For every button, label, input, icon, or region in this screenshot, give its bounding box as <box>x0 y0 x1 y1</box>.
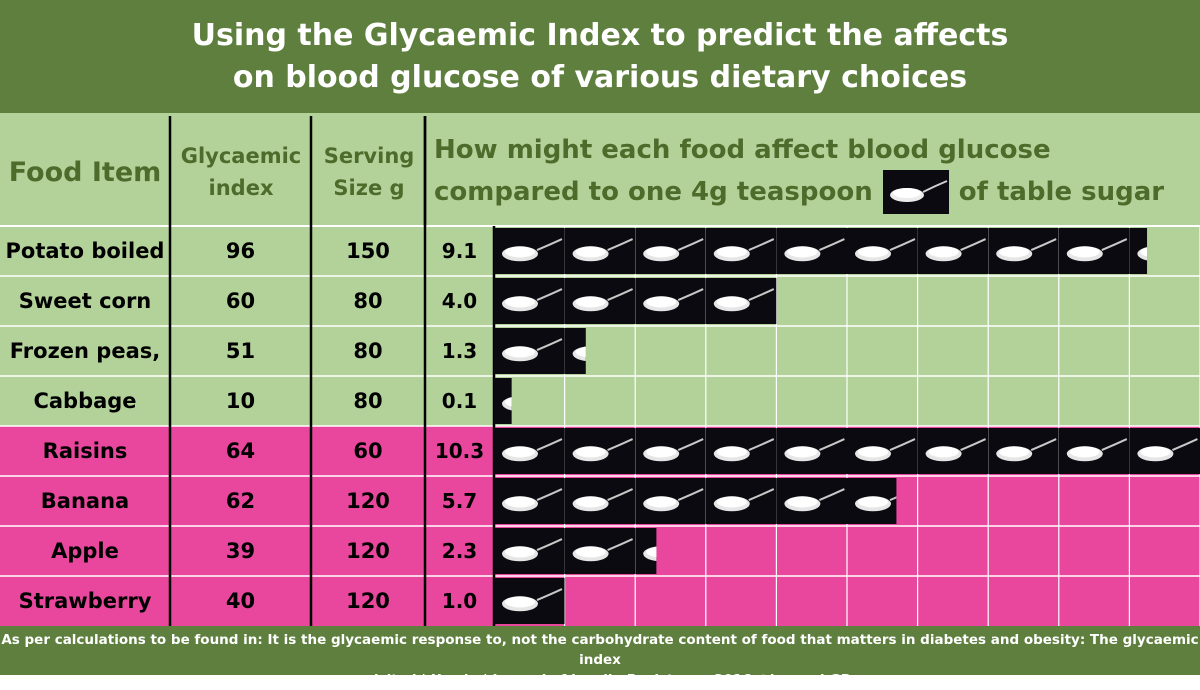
title-line-2: on blood glucose of various dietary choi… <box>232 59 968 95</box>
row-serving-size: 120 <box>346 589 390 613</box>
header-serving-size: Serving Size g <box>313 118 425 226</box>
row-food-item: Strawberry <box>18 589 152 613</box>
row-serving-size: 80 <box>353 389 383 413</box>
teaspoon-mark <box>776 478 847 524</box>
row-food-item: Apple <box>51 539 119 563</box>
row-food-item: Potato boiled <box>5 239 165 263</box>
teaspoon-mark <box>635 478 706 524</box>
teaspoon-mark <box>776 428 847 474</box>
teaspoon-mark <box>988 428 1059 474</box>
teaspoon-mark <box>494 428 565 474</box>
header-serving-line-1: Serving <box>323 144 415 168</box>
teaspoon-mark <box>494 228 565 274</box>
teaspoon-mark <box>494 378 512 424</box>
row-food-item: Raisins <box>42 439 128 463</box>
row-food-item: Frozen peas, <box>9 339 161 363</box>
teaspoon-mark <box>1058 228 1130 274</box>
teaspoon-mark <box>917 428 989 474</box>
teaspoon-mark <box>564 428 636 474</box>
teaspoon-mark <box>494 328 565 374</box>
header-serving-line-2: Size g <box>333 176 405 200</box>
row-serving-size: 120 <box>346 539 390 563</box>
row-teaspoon-value: 5.7 <box>441 489 478 513</box>
row-teaspoon-value: 1.0 <box>441 589 478 613</box>
row-teaspoon-value: 0.1 <box>441 389 478 413</box>
teaspoon-mark <box>1058 428 1130 474</box>
teaspoon-mark <box>564 278 636 324</box>
teaspoon-mark <box>847 428 918 474</box>
teaspoon-mark <box>564 228 636 274</box>
row-serving-size: 80 <box>353 339 383 363</box>
teaspoon-mark <box>705 278 777 324</box>
citation-line-1: As per calculations to be found in: It i… <box>1 632 1199 668</box>
row-food-item: Cabbage <box>33 389 137 413</box>
title-line-1: Using the Glycaemic Index to predict the… <box>191 17 1009 53</box>
header-gi-line-1: Glycaemic <box>180 144 302 168</box>
teaspoon-mark <box>847 228 918 274</box>
row-serving-size: 150 <box>346 239 390 263</box>
row-glycaemic-index: 39 <box>225 539 256 563</box>
teaspoon-mark <box>705 428 777 474</box>
header-effect: How might each food affect blood glucose… <box>434 118 1194 226</box>
teaspoon-mark <box>635 528 657 574</box>
row-teaspoon-value: 9.1 <box>441 239 478 263</box>
row-teaspoon-value: 2.3 <box>441 539 478 563</box>
teaspoon-mark <box>917 228 989 274</box>
teaspoon-mark <box>635 278 706 324</box>
teaspoon-mark <box>847 478 897 524</box>
teaspoon-mark <box>494 478 565 524</box>
header-glycaemic-index: Glycaemic index <box>171 118 311 226</box>
row-background <box>0 326 1200 376</box>
row-glycaemic-index: 96 <box>225 239 256 263</box>
row-glycaemic-index: 62 <box>225 489 256 513</box>
header-row-background <box>0 113 1200 226</box>
row-serving-size: 120 <box>346 489 390 513</box>
row-glycaemic-index: 60 <box>225 289 256 313</box>
teaspoon-mark <box>564 478 636 524</box>
teaspoon-mark <box>635 428 706 474</box>
teaspoon-mark <box>1129 228 1148 274</box>
row-background <box>0 376 1200 426</box>
header-effect-line-1: How might each food affect blood glucose <box>434 135 1051 165</box>
teaspoon-mark <box>1129 428 1200 474</box>
citation-footer: As per calculations to be found in: It i… <box>0 626 1200 688</box>
teaspoon-mark <box>494 578 565 624</box>
teaspoon-mark <box>776 228 847 274</box>
row-teaspoon-value: 1.3 <box>441 339 478 363</box>
teaspoon-legend-icon <box>882 170 949 214</box>
row-serving-size: 60 <box>353 439 383 463</box>
teaspoon-mark <box>494 528 565 574</box>
teaspoon-mark <box>988 228 1059 274</box>
teaspoon-mark <box>705 228 777 274</box>
header-effect-line-2a: compared to one 4g teaspoon <box>434 177 873 207</box>
row-background <box>0 576 1200 626</box>
teaspoon-mark <box>494 278 565 324</box>
header-effect-line-2: compared to one 4g teaspoon of table sug… <box>434 170 1164 214</box>
table-grid <box>0 113 1200 626</box>
row-glycaemic-index: 10 <box>225 389 256 413</box>
teaspoon-mark <box>564 328 586 374</box>
row-serving-size: 80 <box>353 289 383 313</box>
row-glycaemic-index: 64 <box>225 439 256 463</box>
row-teaspoon-value: 4.0 <box>441 289 478 313</box>
row-glycaemic-index: 51 <box>225 339 256 363</box>
title-banner: Using the Glycaemic Index to predict the… <box>0 0 1200 113</box>
infographic: Using the Glycaemic Index to predict the… <box>0 0 1200 675</box>
header-gi-line-2: index <box>208 176 274 200</box>
header-food-item: Food Item <box>0 118 170 226</box>
teaspoon-mark <box>564 528 636 574</box>
teaspoon-mark <box>635 228 706 274</box>
header-effect-line-2b: of table sugar <box>958 177 1165 207</box>
teaspoon-mark <box>705 478 777 524</box>
citation-line-2: revisited | Unwin | Journal of Insulin R… <box>349 672 851 688</box>
row-glycaemic-index: 40 <box>225 589 256 613</box>
header-food-item-label: Food Item <box>8 156 162 188</box>
row-food-item: Banana <box>40 489 130 513</box>
row-food-item: Sweet corn <box>18 289 152 313</box>
row-teaspoon-value: 10.3 <box>434 439 485 463</box>
